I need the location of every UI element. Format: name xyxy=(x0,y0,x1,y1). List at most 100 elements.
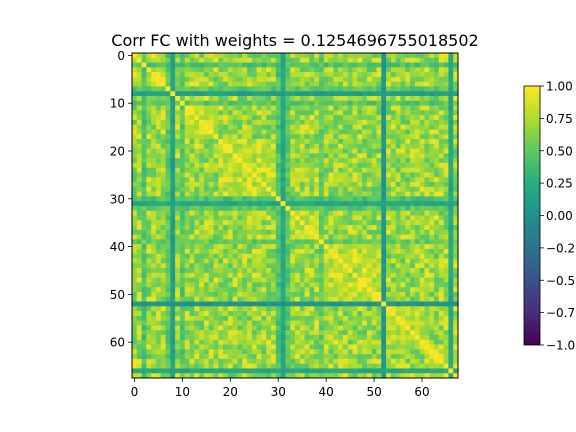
heatmap-cell xyxy=(400,258,406,264)
heatmap-cell xyxy=(328,315,334,321)
heatmap-cell xyxy=(453,177,459,183)
heatmap-cell xyxy=(280,373,286,379)
heatmap-cell xyxy=(419,81,425,87)
heatmap-cell xyxy=(290,354,296,360)
heatmap-cell xyxy=(242,182,248,188)
heatmap-cell xyxy=(175,210,181,216)
heatmap-cell xyxy=(405,191,411,197)
heatmap-cell xyxy=(342,96,349,102)
heatmap-cell xyxy=(295,311,301,317)
heatmap-cell xyxy=(266,86,272,92)
heatmap-cell xyxy=(232,110,238,116)
heatmap-cell xyxy=(333,57,339,63)
heatmap-cell xyxy=(285,334,291,341)
heatmap-cell xyxy=(405,196,411,202)
heatmap-cell xyxy=(256,162,262,169)
heatmap-cell xyxy=(247,177,253,183)
heatmap-cell xyxy=(170,296,176,302)
heatmap-cell xyxy=(141,129,147,135)
heatmap-cell xyxy=(132,205,138,212)
heatmap-cell xyxy=(160,143,166,149)
heatmap-cell xyxy=(290,225,296,231)
heatmap-cell xyxy=(390,354,396,360)
heatmap-cell xyxy=(132,334,138,341)
heatmap-cell xyxy=(424,172,430,178)
heatmap-cell xyxy=(371,115,377,121)
heatmap-cell xyxy=(342,263,349,269)
heatmap-cell xyxy=(357,373,363,379)
heatmap-cell xyxy=(362,291,368,298)
heatmap-cell xyxy=(290,244,296,250)
heatmap-cell xyxy=(160,268,166,274)
heatmap-cell xyxy=(203,191,209,197)
heatmap-cell xyxy=(376,363,382,369)
heatmap-cell xyxy=(184,358,190,364)
heatmap-cell xyxy=(223,234,229,240)
heatmap-cell xyxy=(251,162,257,169)
heatmap-cell xyxy=(295,258,301,264)
heatmap-cell xyxy=(309,229,315,235)
heatmap-cell xyxy=(165,167,171,173)
heatmap-cell xyxy=(155,96,162,102)
heatmap-cell xyxy=(170,301,176,307)
heatmap-cell xyxy=(309,349,315,355)
heatmap-cell xyxy=(362,253,368,259)
heatmap-cell xyxy=(151,344,157,350)
heatmap-cell xyxy=(290,373,296,379)
heatmap-cell xyxy=(390,320,396,326)
heatmap-cell xyxy=(395,301,401,307)
heatmap-cell xyxy=(132,258,138,264)
heatmap-cell xyxy=(295,115,301,121)
heatmap-cell xyxy=(438,296,444,302)
heatmap-cell xyxy=(266,334,272,341)
heatmap-cell xyxy=(223,153,229,159)
heatmap-cell xyxy=(376,268,382,274)
heatmap-cell xyxy=(213,110,219,116)
heatmap-cell xyxy=(371,119,377,125)
heatmap-cell xyxy=(448,172,454,178)
heatmap-cell xyxy=(213,325,219,331)
heatmap-cell xyxy=(275,248,281,255)
heatmap-cell xyxy=(213,186,219,192)
heatmap-cell xyxy=(352,177,358,183)
heatmap-cell xyxy=(295,158,301,164)
heatmap-cell xyxy=(280,325,286,331)
heatmap-cell xyxy=(199,306,205,312)
heatmap-cell xyxy=(410,86,416,92)
heatmap-cell xyxy=(395,239,401,245)
heatmap-cell xyxy=(203,72,209,78)
heatmap-cell xyxy=(304,368,310,374)
heatmap-cell xyxy=(271,182,277,188)
heatmap-cell xyxy=(223,196,229,202)
heatmap-cell xyxy=(155,158,162,164)
heatmap-cell xyxy=(362,143,368,149)
heatmap-cell xyxy=(247,358,253,364)
heatmap-cell xyxy=(179,320,186,326)
heatmap-cell xyxy=(338,53,344,59)
heatmap-cell xyxy=(266,320,272,326)
heatmap-cell xyxy=(405,263,411,269)
heatmap-cell xyxy=(170,234,176,240)
heatmap-cell xyxy=(405,349,411,355)
heatmap-cell xyxy=(275,277,281,283)
heatmap-cell xyxy=(434,315,440,321)
heatmap-cell xyxy=(285,282,291,288)
heatmap-cell xyxy=(304,373,310,379)
heatmap-cell xyxy=(342,296,349,302)
heatmap-cell xyxy=(208,248,214,255)
heatmap-cell xyxy=(266,311,272,317)
heatmap-cell xyxy=(434,325,440,331)
heatmap-cell xyxy=(309,268,315,274)
heatmap-cell xyxy=(165,205,171,212)
heatmap-cell xyxy=(170,186,176,192)
heatmap-cell xyxy=(251,330,257,336)
x-tick-label: 40 xyxy=(319,385,334,399)
heatmap-cell xyxy=(256,282,262,288)
heatmap-cell xyxy=(419,153,425,159)
heatmap-cell xyxy=(342,287,349,293)
heatmap-cell xyxy=(304,110,310,116)
heatmap-cell xyxy=(405,100,411,106)
heatmap-cell xyxy=(434,272,440,278)
heatmap-cell xyxy=(285,143,291,149)
heatmap-cell xyxy=(366,215,372,221)
